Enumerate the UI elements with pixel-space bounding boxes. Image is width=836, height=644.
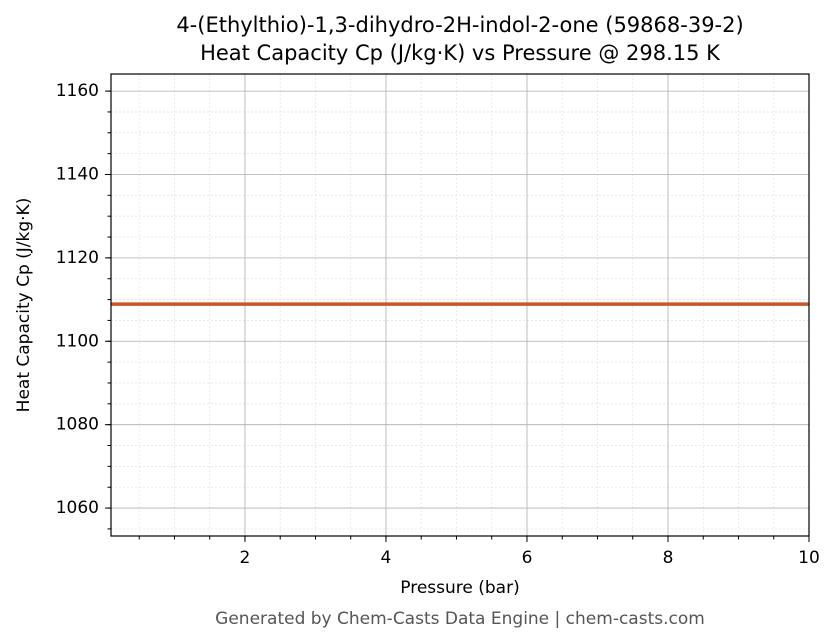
footer: Generated by Chem-Casts Data Engine | ch… [215, 609, 705, 629]
y-tick-label: 1060 [56, 498, 99, 518]
x-tick-label: 10 [798, 548, 820, 568]
x-tick-label: 2 [240, 548, 251, 568]
y-axis-label: Heat Capacity Cp (J/kg·K) [14, 198, 34, 413]
x-axis-label: Pressure (bar) [400, 578, 519, 598]
chart-subtitle: Heat Capacity Cp (J/kg·K) vs Pressure @ … [200, 41, 721, 65]
y-tick-label: 1100 [56, 331, 99, 351]
x-tick-label: 8 [663, 548, 674, 568]
y-tick-label: 1160 [56, 81, 99, 101]
y-tick-label: 1140 [56, 164, 99, 184]
y-tick-label: 1120 [56, 248, 99, 268]
x-tick-label: 4 [381, 548, 392, 568]
chart-title: 4-(Ethylthio)-1,3-dihydro-2H-indol-2-one… [176, 13, 743, 37]
x-tick-label: 6 [522, 548, 533, 568]
plot-frame [110, 73, 810, 537]
y-tick-label: 1080 [56, 415, 99, 435]
